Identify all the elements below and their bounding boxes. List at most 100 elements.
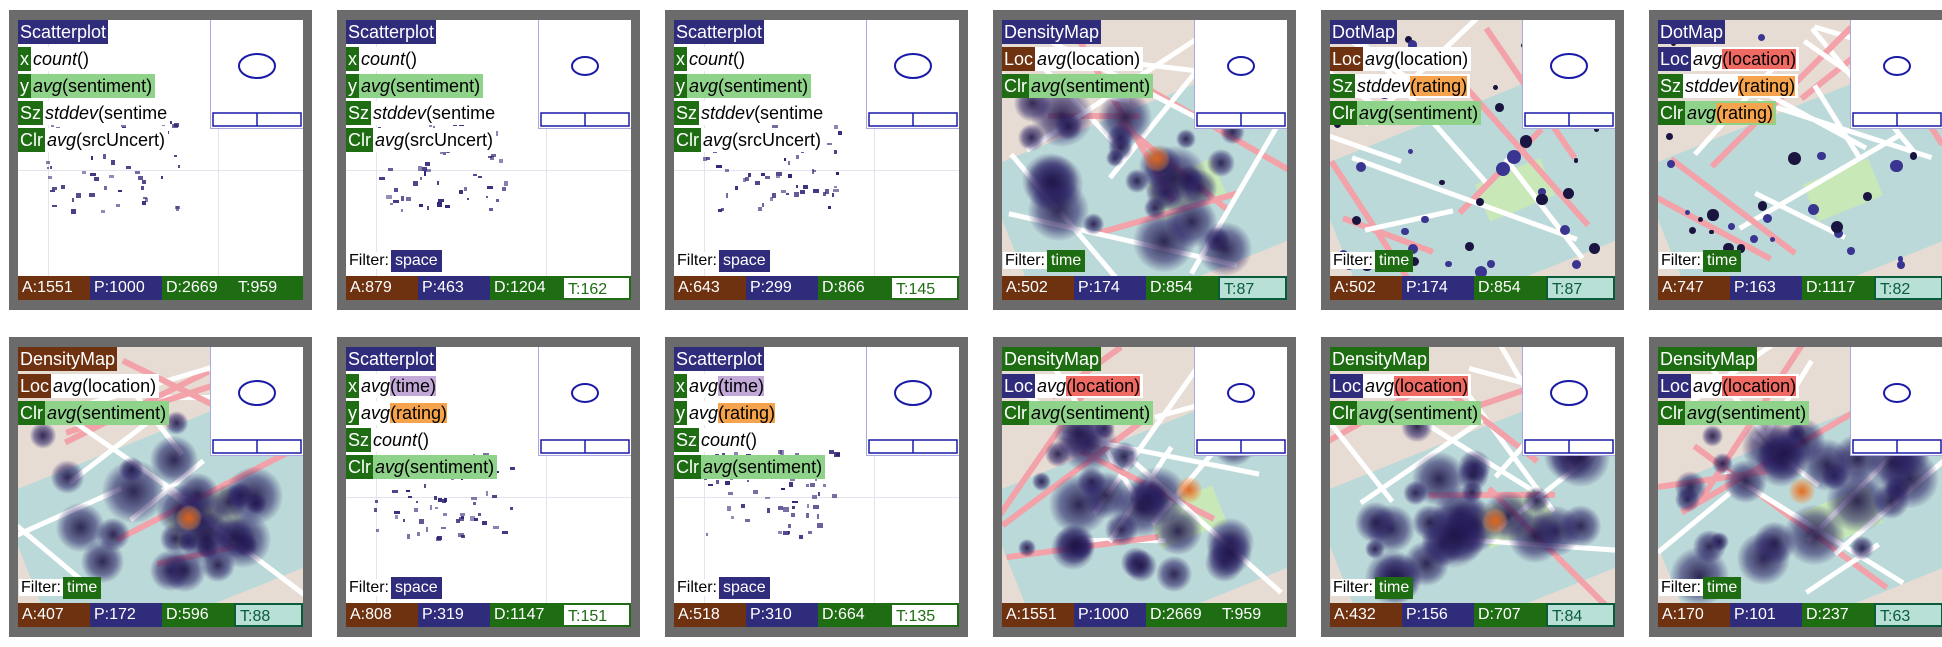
encoding-row[interactable]: Clr avg(rating) <box>1658 101 1777 125</box>
encoding-row[interactable]: Clr avg(sentiment) <box>674 455 826 479</box>
filter-indicator[interactable]: Filter: time <box>1659 577 1742 599</box>
encoding-expression[interactable]: avg(rating) <box>359 401 451 425</box>
encoding-expression[interactable]: avg(time) <box>359 374 440 398</box>
minimap[interactable] <box>1522 20 1615 129</box>
encoding-expression[interactable]: stddev(sentime <box>371 101 499 125</box>
encoding-expression[interactable]: stddev(sentime <box>699 101 827 125</box>
filter-indicator[interactable]: Filter: space <box>347 250 442 272</box>
vis-type-title[interactable]: Scatterplot <box>674 347 765 371</box>
encoding-expression[interactable]: stddev(rating) <box>1355 74 1471 98</box>
vis-panel[interactable]: Scatterplot x count() y avg(sentiment) Sz stdd… <box>9 10 312 310</box>
encoding-expression[interactable]: count() <box>31 47 93 71</box>
encoding-row[interactable]: Clr avg(srcUncert) <box>18 128 169 152</box>
vis-type-title[interactable]: DensityMap <box>1658 347 1758 371</box>
vis-panel[interactable]: Scatterplot x count() y avg(sentiment) Sz stdd… <box>337 10 640 310</box>
encoding-row[interactable]: x count() <box>674 47 749 71</box>
encoding-row[interactable]: Loc avg(location) <box>1002 47 1144 71</box>
encoding-row[interactable]: x avg(time) <box>346 374 440 398</box>
encoding-row[interactable]: y avg(sentiment) <box>674 74 812 98</box>
encoding-row[interactable]: y avg(sentiment) <box>18 74 156 98</box>
vis-type-title[interactable]: Scatterplot <box>346 20 437 44</box>
minimap[interactable] <box>538 347 631 456</box>
encoding-expression[interactable]: avg(sentiment) <box>45 401 170 425</box>
encoding-expression[interactable]: avg(location) <box>1691 374 1800 398</box>
encoding-expression[interactable]: avg(location) <box>1363 374 1472 398</box>
encoding-expression[interactable]: avg(sentiment) <box>1357 101 1482 125</box>
encoding-expression[interactable]: avg(sentiment) <box>1029 74 1154 98</box>
encoding-expression[interactable]: count() <box>699 428 761 452</box>
encoding-row[interactable]: Clr avg(sentiment) <box>1002 74 1154 98</box>
encoding-row[interactable]: Loc avg(location) <box>1330 47 1472 71</box>
encoding-row[interactable]: Clr avg(sentiment) <box>1002 401 1154 425</box>
vis-panel[interactable]: DensityMap Loc avg(location) Clr avg(sentime… <box>993 10 1296 310</box>
vis-panel[interactable]: DensityMap Loc avg(location) Clr avg(sentime… <box>1649 337 1942 637</box>
filter-indicator[interactable]: Filter: time <box>19 577 102 599</box>
encoding-expression[interactable]: avg(sentiment) <box>1357 401 1482 425</box>
encoding-expression[interactable]: stddev(sentime <box>43 101 171 125</box>
vis-type-title[interactable]: Scatterplot <box>346 347 437 371</box>
encoding-row[interactable]: x count() <box>346 47 421 71</box>
encoding-row[interactable]: Loc avg(location) <box>1658 374 1800 398</box>
encoding-expression[interactable]: count() <box>359 47 421 71</box>
filter-indicator[interactable]: Filter: time <box>1003 250 1086 272</box>
encoding-expression[interactable]: avg(location) <box>1363 47 1472 71</box>
vis-panel[interactable]: DensityMap Loc avg(location) Clr avg(sentime… <box>993 337 1296 637</box>
encoding-expression[interactable]: avg(sentiment) <box>373 455 498 479</box>
minimap[interactable] <box>210 20 303 129</box>
encoding-row[interactable]: Sz stddev(sentime <box>18 101 171 125</box>
vis-type-title[interactable]: Scatterplot <box>18 20 109 44</box>
encoding-row[interactable]: y avg(sentiment) <box>346 74 484 98</box>
encoding-expression[interactable]: avg(sentiment) <box>359 74 484 98</box>
encoding-row[interactable]: Clr avg(srcUncert) <box>346 128 497 152</box>
minimap[interactable] <box>1522 347 1615 456</box>
encoding-row[interactable]: Loc avg(location) <box>1002 374 1144 398</box>
map-area[interactable] <box>18 347 303 627</box>
vis-type-title[interactable]: Scatterplot <box>674 20 765 44</box>
minimap[interactable] <box>1194 347 1287 456</box>
vis-panel[interactable]: Scatterplot x avg(time) y avg(rating) Sz count… <box>337 337 640 637</box>
filter-indicator[interactable]: Filter: time <box>1331 577 1414 599</box>
minimap[interactable] <box>1850 20 1942 129</box>
vis-panel[interactable]: Scatterplot x avg(time) y avg(rating) Sz count… <box>665 337 968 637</box>
filter-indicator[interactable]: Filter: time <box>1331 250 1414 272</box>
encoding-row[interactable]: Loc avg(location) <box>18 374 160 398</box>
filter-indicator[interactable]: Filter: space <box>675 577 770 599</box>
encoding-row[interactable]: Sz stddev(rating) <box>1658 74 1799 98</box>
encoding-row[interactable]: Loc avg(location) <box>1330 374 1472 398</box>
encoding-expression[interactable]: stddev(rating) <box>1683 74 1799 98</box>
vis-panel[interactable]: DotMap Loc avg(location) Sz stddev(rating) Cl… <box>1321 10 1624 310</box>
encoding-row[interactable]: y avg(rating) <box>674 401 779 425</box>
vis-type-title[interactable]: DensityMap <box>18 347 118 371</box>
encoding-row[interactable]: Clr avg(sentiment) <box>1330 101 1482 125</box>
minimap[interactable] <box>210 347 303 456</box>
encoding-row[interactable]: Clr avg(sentiment) <box>18 401 170 425</box>
encoding-row[interactable]: Sz stddev(rating) <box>1330 74 1471 98</box>
encoding-row[interactable]: Sz count() <box>674 428 761 452</box>
encoding-expression[interactable]: avg(srcUncert) <box>45 128 169 152</box>
encoding-expression[interactable]: avg(time) <box>687 374 768 398</box>
encoding-expression[interactable]: avg(location) <box>1691 47 1800 71</box>
minimap[interactable] <box>538 20 631 129</box>
encoding-expression[interactable]: count() <box>687 47 749 71</box>
vis-panel[interactable]: DotMap Loc avg(location) Sz stddev(rating) Cl… <box>1649 10 1942 310</box>
encoding-expression[interactable]: avg(location) <box>1035 374 1144 398</box>
encoding-row[interactable]: x count() <box>18 47 93 71</box>
vis-type-title[interactable]: DotMap <box>1330 20 1398 44</box>
encoding-row[interactable]: Sz stddev(sentime <box>346 101 499 125</box>
minimap[interactable] <box>1194 20 1287 129</box>
encoding-expression[interactable]: avg(location) <box>1035 47 1144 71</box>
encoding-row[interactable]: x avg(time) <box>674 374 768 398</box>
vis-type-title[interactable]: DensityMap <box>1330 347 1430 371</box>
vis-panel[interactable]: DensityMap Loc avg(location) Clr avg(sentime… <box>9 337 312 637</box>
encoding-expression[interactable]: avg(location) <box>51 374 160 398</box>
encoding-expression[interactable]: avg(sentiment) <box>1029 401 1154 425</box>
vis-type-title[interactable]: DotMap <box>1658 20 1726 44</box>
encoding-expression[interactable]: avg(sentiment) <box>687 74 812 98</box>
encoding-row[interactable]: Sz stddev(sentime <box>674 101 827 125</box>
encoding-expression[interactable]: avg(sentiment) <box>31 74 156 98</box>
encoding-row[interactable]: Clr avg(sentiment) <box>1658 401 1810 425</box>
encoding-expression[interactable]: avg(sentiment) <box>701 455 826 479</box>
vis-panel[interactable]: DensityMap Loc avg(location) Clr avg(sentime… <box>1321 337 1624 637</box>
encoding-row[interactable]: Clr avg(sentiment) <box>1330 401 1482 425</box>
encoding-expression[interactable]: avg(rating) <box>1685 101 1777 125</box>
